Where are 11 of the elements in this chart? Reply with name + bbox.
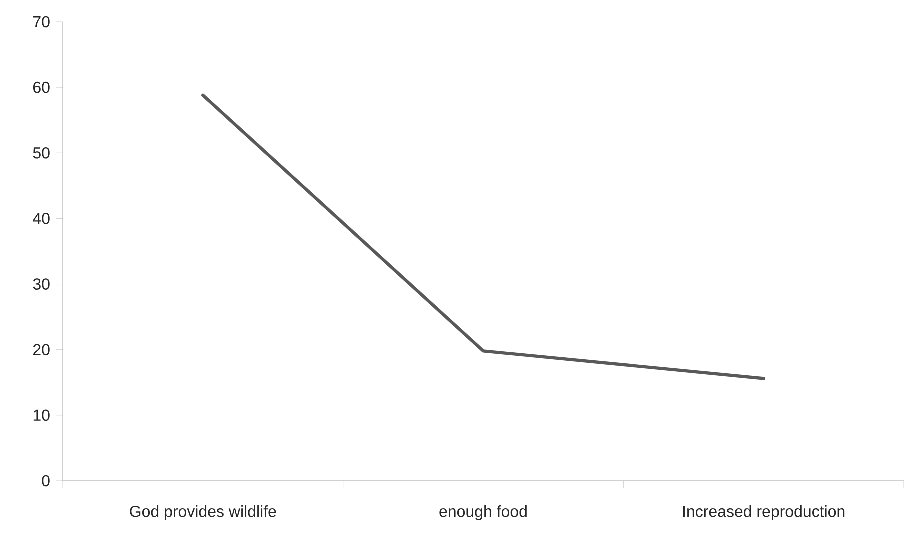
- y-tick-label: 20: [33, 344, 50, 356]
- y-tick-label: 70: [34, 16, 50, 28]
- x-tick-label: enough food: [440, 506, 527, 520]
- y-tick-label: 50: [33, 147, 50, 159]
- y-tick-label: 0: [42, 475, 50, 487]
- y-tick-label: 40: [33, 213, 50, 224]
- x-tick-label: Increased reproduction: [683, 506, 845, 520]
- y-tick-label: 30: [33, 278, 50, 290]
- x-tick-label: God provides wildlife: [130, 506, 276, 520]
- y-tick-label: 60: [33, 82, 50, 94]
- y-tick-label: 10: [34, 410, 50, 422]
